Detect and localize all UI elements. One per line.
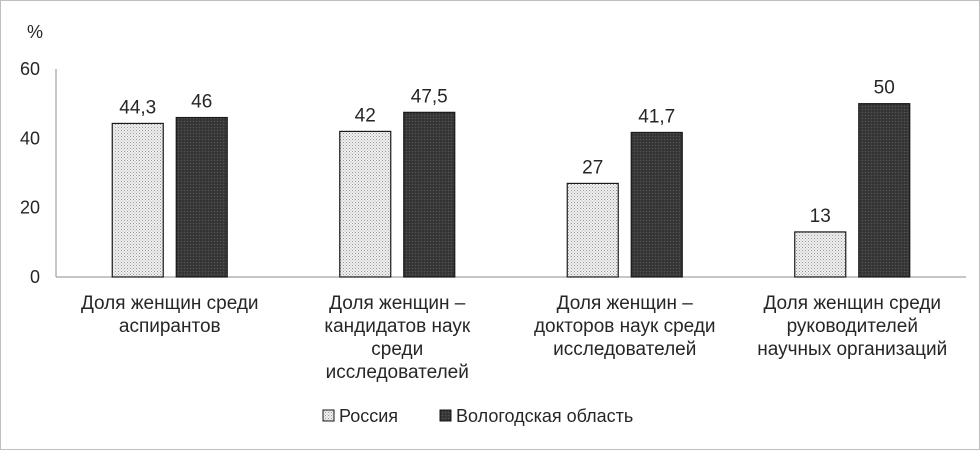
bar-vologda-1 (175, 116, 228, 278)
y-axis-label: % (27, 22, 43, 42)
data-label: 47,5 (411, 86, 448, 107)
y-tick-label: 60 (20, 59, 40, 79)
data-label: 42 (355, 105, 376, 126)
x-category-label-line: кандидатов наук (324, 316, 470, 337)
x-category-label-line: Доля женщин – (557, 293, 694, 314)
data-label: 27 (582, 157, 603, 178)
bar-russia-2 (339, 130, 392, 278)
legend-label: Россия (339, 406, 398, 426)
data-label: 44,3 (119, 97, 156, 118)
x-category-label: Доля женщин – докторов наук среди исследов… (534, 293, 716, 360)
legend-label: Вологодская область (456, 406, 633, 426)
x-category-label: Доля женщин среди руководителей научных ор… (757, 293, 947, 360)
x-category-label-line: аспирантов (119, 316, 221, 337)
bar-russia-1 (111, 122, 164, 278)
x-category-label-line: Доля женщин – (329, 293, 466, 314)
data-label: 46 (191, 92, 212, 113)
bar-vologda-2 (403, 111, 456, 278)
x-category-label-line: Доля женщин среди (81, 293, 259, 314)
x-category-label-line: докторов наук среди (534, 316, 716, 337)
legend: Россия Вологодская область (322, 406, 633, 426)
bar-vologda-4 (858, 103, 911, 278)
bar-russia-4 (794, 231, 847, 278)
x-category-label: Доля женщин – кандидатов наук среди исследо… (324, 293, 470, 383)
bars-group (111, 103, 911, 278)
x-category-label-line: руководителей (787, 316, 918, 337)
y-tick-label: 40 (20, 128, 40, 148)
y-tick-label: 0 (30, 267, 40, 287)
legend-swatch (439, 409, 452, 422)
bar-vologda-3 (630, 131, 683, 278)
bar-russia-3 (566, 182, 619, 278)
x-category-label-line: среди (371, 339, 423, 360)
x-category-label: Доля женщин среди аспирантов (81, 293, 259, 337)
data-label: 41,7 (638, 106, 675, 127)
data-label: 50 (874, 78, 895, 99)
data-label: 13 (810, 206, 831, 227)
x-category-label-line: Доля женщин среди (763, 293, 941, 314)
legend-swatch (322, 409, 335, 422)
data-labels-group: 44,3 46 42 47,5 27 41,7 13 50 (119, 78, 895, 227)
y-tick-label: 20 (20, 198, 40, 218)
x-category-label-line: исследователей (553, 339, 696, 360)
x-category-label-line: научных организаций (757, 339, 947, 360)
x-category-label-line: исследователей (326, 362, 469, 383)
